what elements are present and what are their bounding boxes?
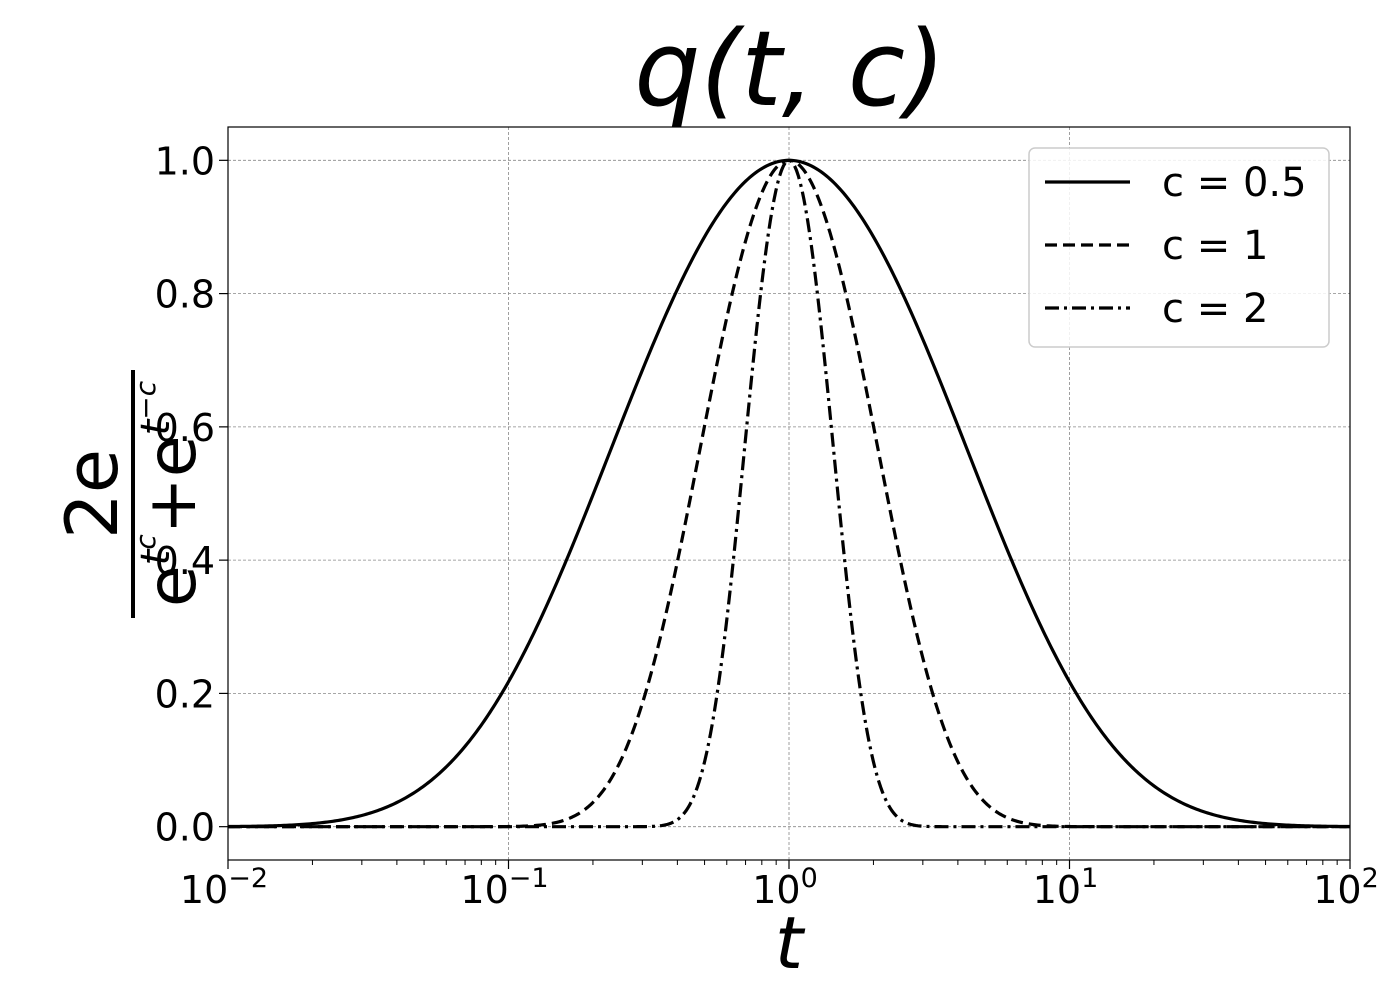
- x-tick-label: 10−1: [460, 863, 548, 912]
- y-tick-label: 0.2: [155, 672, 215, 716]
- y-label-denominator: etc+et−c: [129, 380, 212, 607]
- x-axis-label: t: [775, 901, 806, 985]
- y-axis: 0.0 0.2 0.4 0.6 0.8 1.0: [155, 139, 228, 850]
- y-tick-label: 0.6: [155, 406, 215, 450]
- y-tick-label: 0.0: [155, 806, 215, 850]
- x-tick-label: 100: [752, 863, 818, 912]
- chart-title: q(t, c): [634, 8, 945, 130]
- legend-label: c = 0.5: [1162, 160, 1307, 206]
- legend-box: [1028, 147, 1330, 348]
- legend-label: c = 1: [1162, 223, 1268, 269]
- y-tick-label: 0.4: [155, 539, 215, 583]
- legend: c = 0.5 c = 1 c = 2: [1028, 147, 1330, 348]
- x-axis: 10−2 10−1 100 101 102: [180, 860, 1379, 912]
- x-tick-label: 101: [1033, 863, 1099, 912]
- legend-label: c = 2: [1162, 286, 1268, 332]
- y-tick-label: 0.8: [155, 273, 215, 317]
- series-line-3: [228, 158, 1350, 829]
- x-tick-label: 10−2: [180, 863, 268, 912]
- y-tick-label: 1.0: [155, 139, 215, 183]
- x-tick-label: 102: [1313, 863, 1379, 912]
- plot-lines: [228, 158, 1350, 829]
- y-label-numerator: 2e: [50, 449, 134, 539]
